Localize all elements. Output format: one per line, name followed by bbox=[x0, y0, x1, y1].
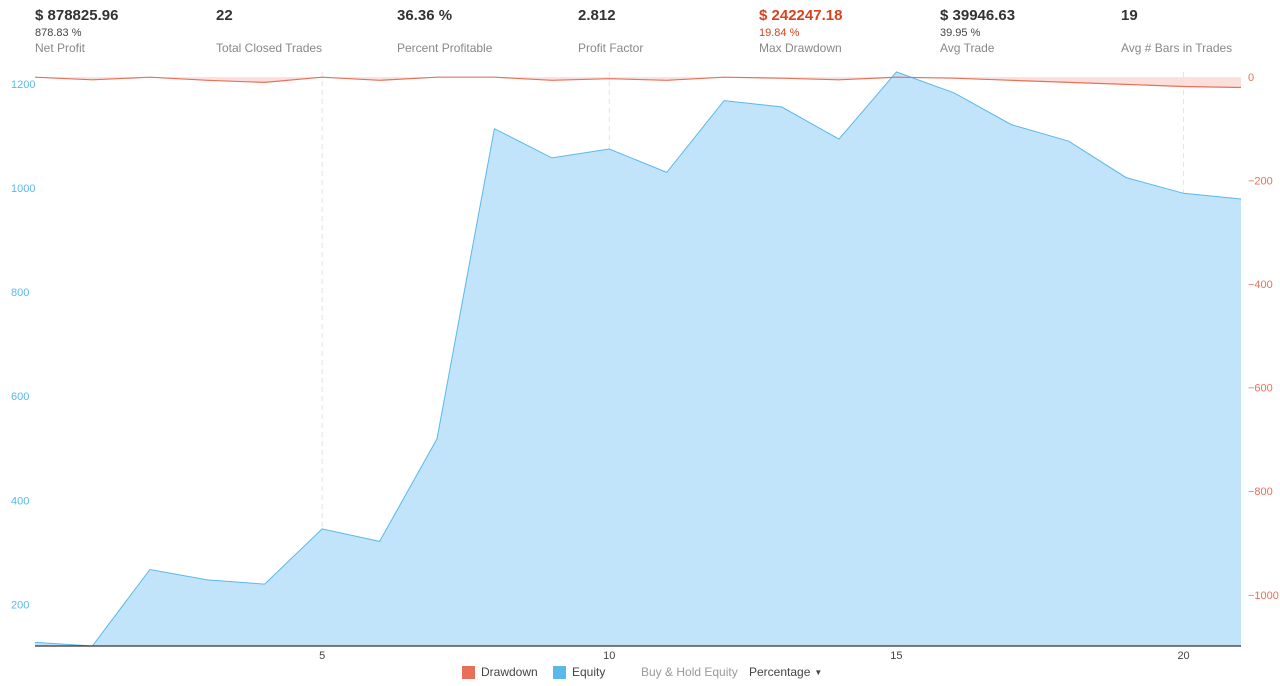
stat-sub-value: 19.84 % bbox=[759, 27, 800, 39]
stat-sub-value bbox=[578, 27, 753, 40]
stat-label: Profit Factor bbox=[578, 41, 644, 55]
drawdown-line bbox=[34, 76, 1242, 89]
stat-sub-value bbox=[216, 27, 391, 40]
stat-label: Total Closed Trades bbox=[216, 41, 323, 55]
right-axis-tick-label: 0 bbox=[1248, 72, 1254, 84]
equity-chart: 5 10 15 20 200 400 600 800 1000 1200 0 −200 −400 −600… bbox=[11, 71, 1279, 662]
stat-label: Net Profit bbox=[35, 41, 86, 55]
x-tick-label: 20 bbox=[1177, 650, 1189, 662]
stat-sub-value bbox=[397, 27, 572, 40]
equity-line bbox=[34, 71, 1242, 647]
legend-drawdown[interactable]: Drawdown bbox=[462, 665, 538, 679]
left-axis-tick-label: 400 bbox=[11, 495, 29, 507]
stats-bar: $ 878825.96 878.83 % Net Profit 22 Total Clo… bbox=[0, 0, 1280, 64]
right-axis-tick-label: −800 bbox=[1248, 486, 1273, 498]
stat-sub-value bbox=[1121, 27, 1280, 40]
left-axis-tick-label: 200 bbox=[11, 599, 29, 611]
stat-value: $ 878825.96 bbox=[35, 7, 119, 24]
legend-equity[interactable]: Equity bbox=[553, 665, 605, 679]
stat-sub-value: 39.95 % bbox=[940, 27, 981, 39]
stat-max-drawdown: $ 242247.18 19.84 % Max Drawdown bbox=[759, 7, 934, 55]
percentage-dropdown-label: Percentage bbox=[749, 665, 811, 679]
right-axis-tick-label: −200 bbox=[1248, 176, 1273, 188]
x-tick-label: 10 bbox=[603, 650, 615, 662]
stat-value: $ 39946.63 bbox=[940, 7, 1016, 24]
chevron-down-icon: ▼ bbox=[814, 667, 823, 677]
stat-label: Avg Trade bbox=[940, 41, 995, 55]
stat-value: 19 bbox=[1121, 7, 1138, 24]
legend-buy-hold[interactable]: Buy & Hold Equity bbox=[641, 665, 738, 679]
stat-profit-factor: 2.812 Profit Factor bbox=[578, 7, 753, 55]
legend-buy-hold-label: Buy & Hold Equity bbox=[641, 665, 738, 679]
stat-label: Avg # Bars in Trades bbox=[1121, 41, 1233, 55]
legend-equity-label: Equity bbox=[572, 665, 606, 679]
stat-net-profit: $ 878825.96 878.83 % Net Profit bbox=[35, 7, 210, 55]
stat-label: Max Drawdown bbox=[759, 41, 842, 55]
stat-percent-profitable: 36.36 % Percent Profitable bbox=[397, 7, 572, 55]
equity-swatch bbox=[553, 665, 566, 679]
chart-legend: Drawdown Equity Buy & Hold Equity Percen… bbox=[0, 664, 1280, 682]
legend-drawdown-label: Drawdown bbox=[481, 665, 538, 679]
x-tick-label: 5 bbox=[319, 650, 325, 662]
right-axis-tick-label: −1000 bbox=[1248, 590, 1279, 602]
stat-avg-bars-in-trades: 19 Avg # Bars in Trades bbox=[1121, 7, 1280, 55]
left-axis-tick-label: 1200 bbox=[11, 79, 35, 91]
stat-sub-value: 878.83 % bbox=[35, 27, 82, 39]
stat-avg-trade: $ 39946.63 39.95 % Avg Trade bbox=[940, 7, 1115, 55]
percentage-dropdown[interactable]: Percentage ▼ bbox=[749, 665, 822, 679]
left-axis-tick-label: 600 bbox=[11, 391, 29, 403]
x-tick-label: 15 bbox=[890, 650, 902, 662]
stat-value: 36.36 % bbox=[397, 7, 453, 24]
stat-value: $ 242247.18 bbox=[759, 7, 843, 24]
stat-value: 2.812 bbox=[578, 7, 616, 24]
stat-value: 22 bbox=[216, 7, 233, 24]
left-axis-tick-label: 1000 bbox=[11, 183, 35, 195]
right-axis-tick-label: −600 bbox=[1248, 383, 1273, 395]
equity-area bbox=[35, 72, 1241, 646]
left-axis-tick-label: 800 bbox=[11, 287, 29, 299]
stat-total-closed-trades: 22 Total Closed Trades bbox=[216, 7, 391, 55]
stat-label: Percent Profitable bbox=[397, 41, 493, 55]
right-axis-tick-label: −400 bbox=[1248, 279, 1273, 291]
drawdown-swatch bbox=[462, 665, 475, 679]
